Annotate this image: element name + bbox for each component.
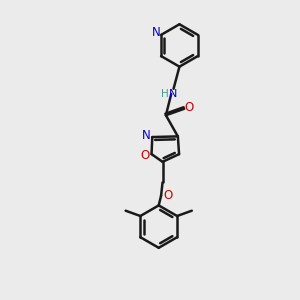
Text: O: O [185,101,194,114]
Text: N: N [152,26,160,39]
Text: N: N [169,89,178,99]
Text: O: O [163,189,172,202]
Text: N: N [141,129,150,142]
Text: O: O [140,149,150,162]
Text: H: H [161,89,169,99]
